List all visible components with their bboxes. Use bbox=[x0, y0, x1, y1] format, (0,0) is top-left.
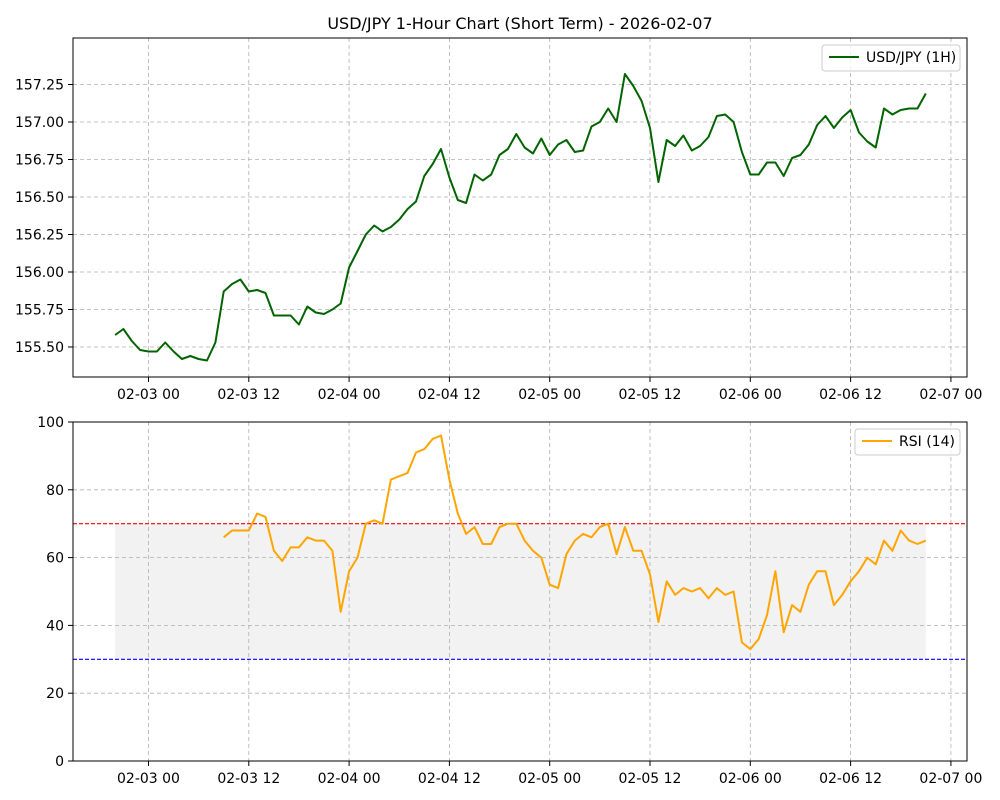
price-ytick-label: 156.25 bbox=[15, 228, 64, 244]
rsi-xtick-label: 02-04 12 bbox=[418, 771, 481, 787]
price-ytick-label: 156.50 bbox=[15, 190, 64, 206]
rsi-ytick-label: 40 bbox=[46, 618, 64, 634]
rsi-xtick-label: 02-06 12 bbox=[819, 771, 882, 787]
rsi-xtick-label: 02-07 00 bbox=[919, 771, 982, 787]
price-ticks: 02-03 00 02-03 12 02-04 00 02-04 12 02-05 00… bbox=[15, 78, 982, 404]
price-xtick-label: 02-05 12 bbox=[619, 387, 682, 403]
rsi-xtick-label: 02-03 00 bbox=[117, 771, 180, 787]
price-ytick-label: 155.75 bbox=[15, 303, 64, 319]
price-xtick-label: 02-07 00 bbox=[919, 387, 982, 403]
price-xtick-label: 02-03 00 bbox=[117, 387, 180, 403]
chart-title: USD/JPY 1-Hour Chart (Short Term) - 2026… bbox=[327, 14, 712, 33]
price-legend-label: USD/JPY (1H) bbox=[866, 50, 956, 66]
price-legend: USD/JPY (1H) bbox=[821, 44, 961, 72]
rsi-series-line bbox=[223, 434, 927, 651]
rsi-ytick-label: 60 bbox=[46, 551, 64, 567]
price-legend-box bbox=[821, 44, 961, 72]
price-ytick-label: 156.75 bbox=[15, 153, 64, 169]
rsi-xtick-label: 02-05 00 bbox=[518, 771, 581, 787]
price-xtick-label: 02-06 12 bbox=[819, 387, 882, 403]
rsi-legend-box bbox=[854, 428, 961, 456]
price-xtick-label: 02-03 12 bbox=[217, 387, 280, 403]
rsi-xtick-label: 02-05 12 bbox=[619, 771, 682, 787]
price-grid bbox=[73, 38, 967, 377]
price-series-line bbox=[114, 73, 927, 362]
price-xtick-label: 02-06 00 bbox=[719, 387, 782, 403]
price-xtick-label: 02-05 00 bbox=[518, 387, 581, 403]
price-xtick-label: 02-04 00 bbox=[318, 387, 381, 403]
price-ytick-label: 155.50 bbox=[15, 340, 64, 356]
rsi-ticks: 02-03 00 02-03 12 02-04 00 02-04 12 02-05 00… bbox=[37, 415, 982, 787]
rsi-series bbox=[223, 434, 927, 651]
rsi-xtick-label: 02-03 12 bbox=[217, 771, 280, 787]
rsi-neutral-band bbox=[115, 523, 926, 660]
rsi-legend-label: RSI (14) bbox=[899, 434, 955, 450]
rsi-xtick-label: 02-06 00 bbox=[719, 771, 782, 787]
price-axes-frame bbox=[72, 37, 968, 378]
rsi-axes-frame bbox=[72, 421, 968, 762]
rsi-ytick-label: 20 bbox=[46, 686, 64, 702]
rsi-chart-panel: 02-03 00 02-03 12 02-04 00 02-04 12 02-05 00… bbox=[37, 415, 982, 787]
price-ytick-label: 157.00 bbox=[15, 115, 64, 131]
rsi-legend: RSI (14) bbox=[854, 428, 961, 456]
rsi-ytick-label: 80 bbox=[46, 483, 64, 499]
price-series bbox=[114, 73, 927, 362]
price-xtick-label: 02-04 12 bbox=[418, 387, 481, 403]
rsi-ytick-label: 100 bbox=[37, 415, 64, 431]
price-ytick-label: 157.25 bbox=[15, 78, 64, 94]
rsi-xtick-label: 02-04 00 bbox=[318, 771, 381, 787]
price-ytick-label: 156.00 bbox=[15, 265, 64, 281]
rsi-ytick-label: 0 bbox=[55, 754, 64, 770]
price-chart-panel: USD/JPY 1-Hour Chart (Short Term) - 2026… bbox=[15, 14, 982, 403]
